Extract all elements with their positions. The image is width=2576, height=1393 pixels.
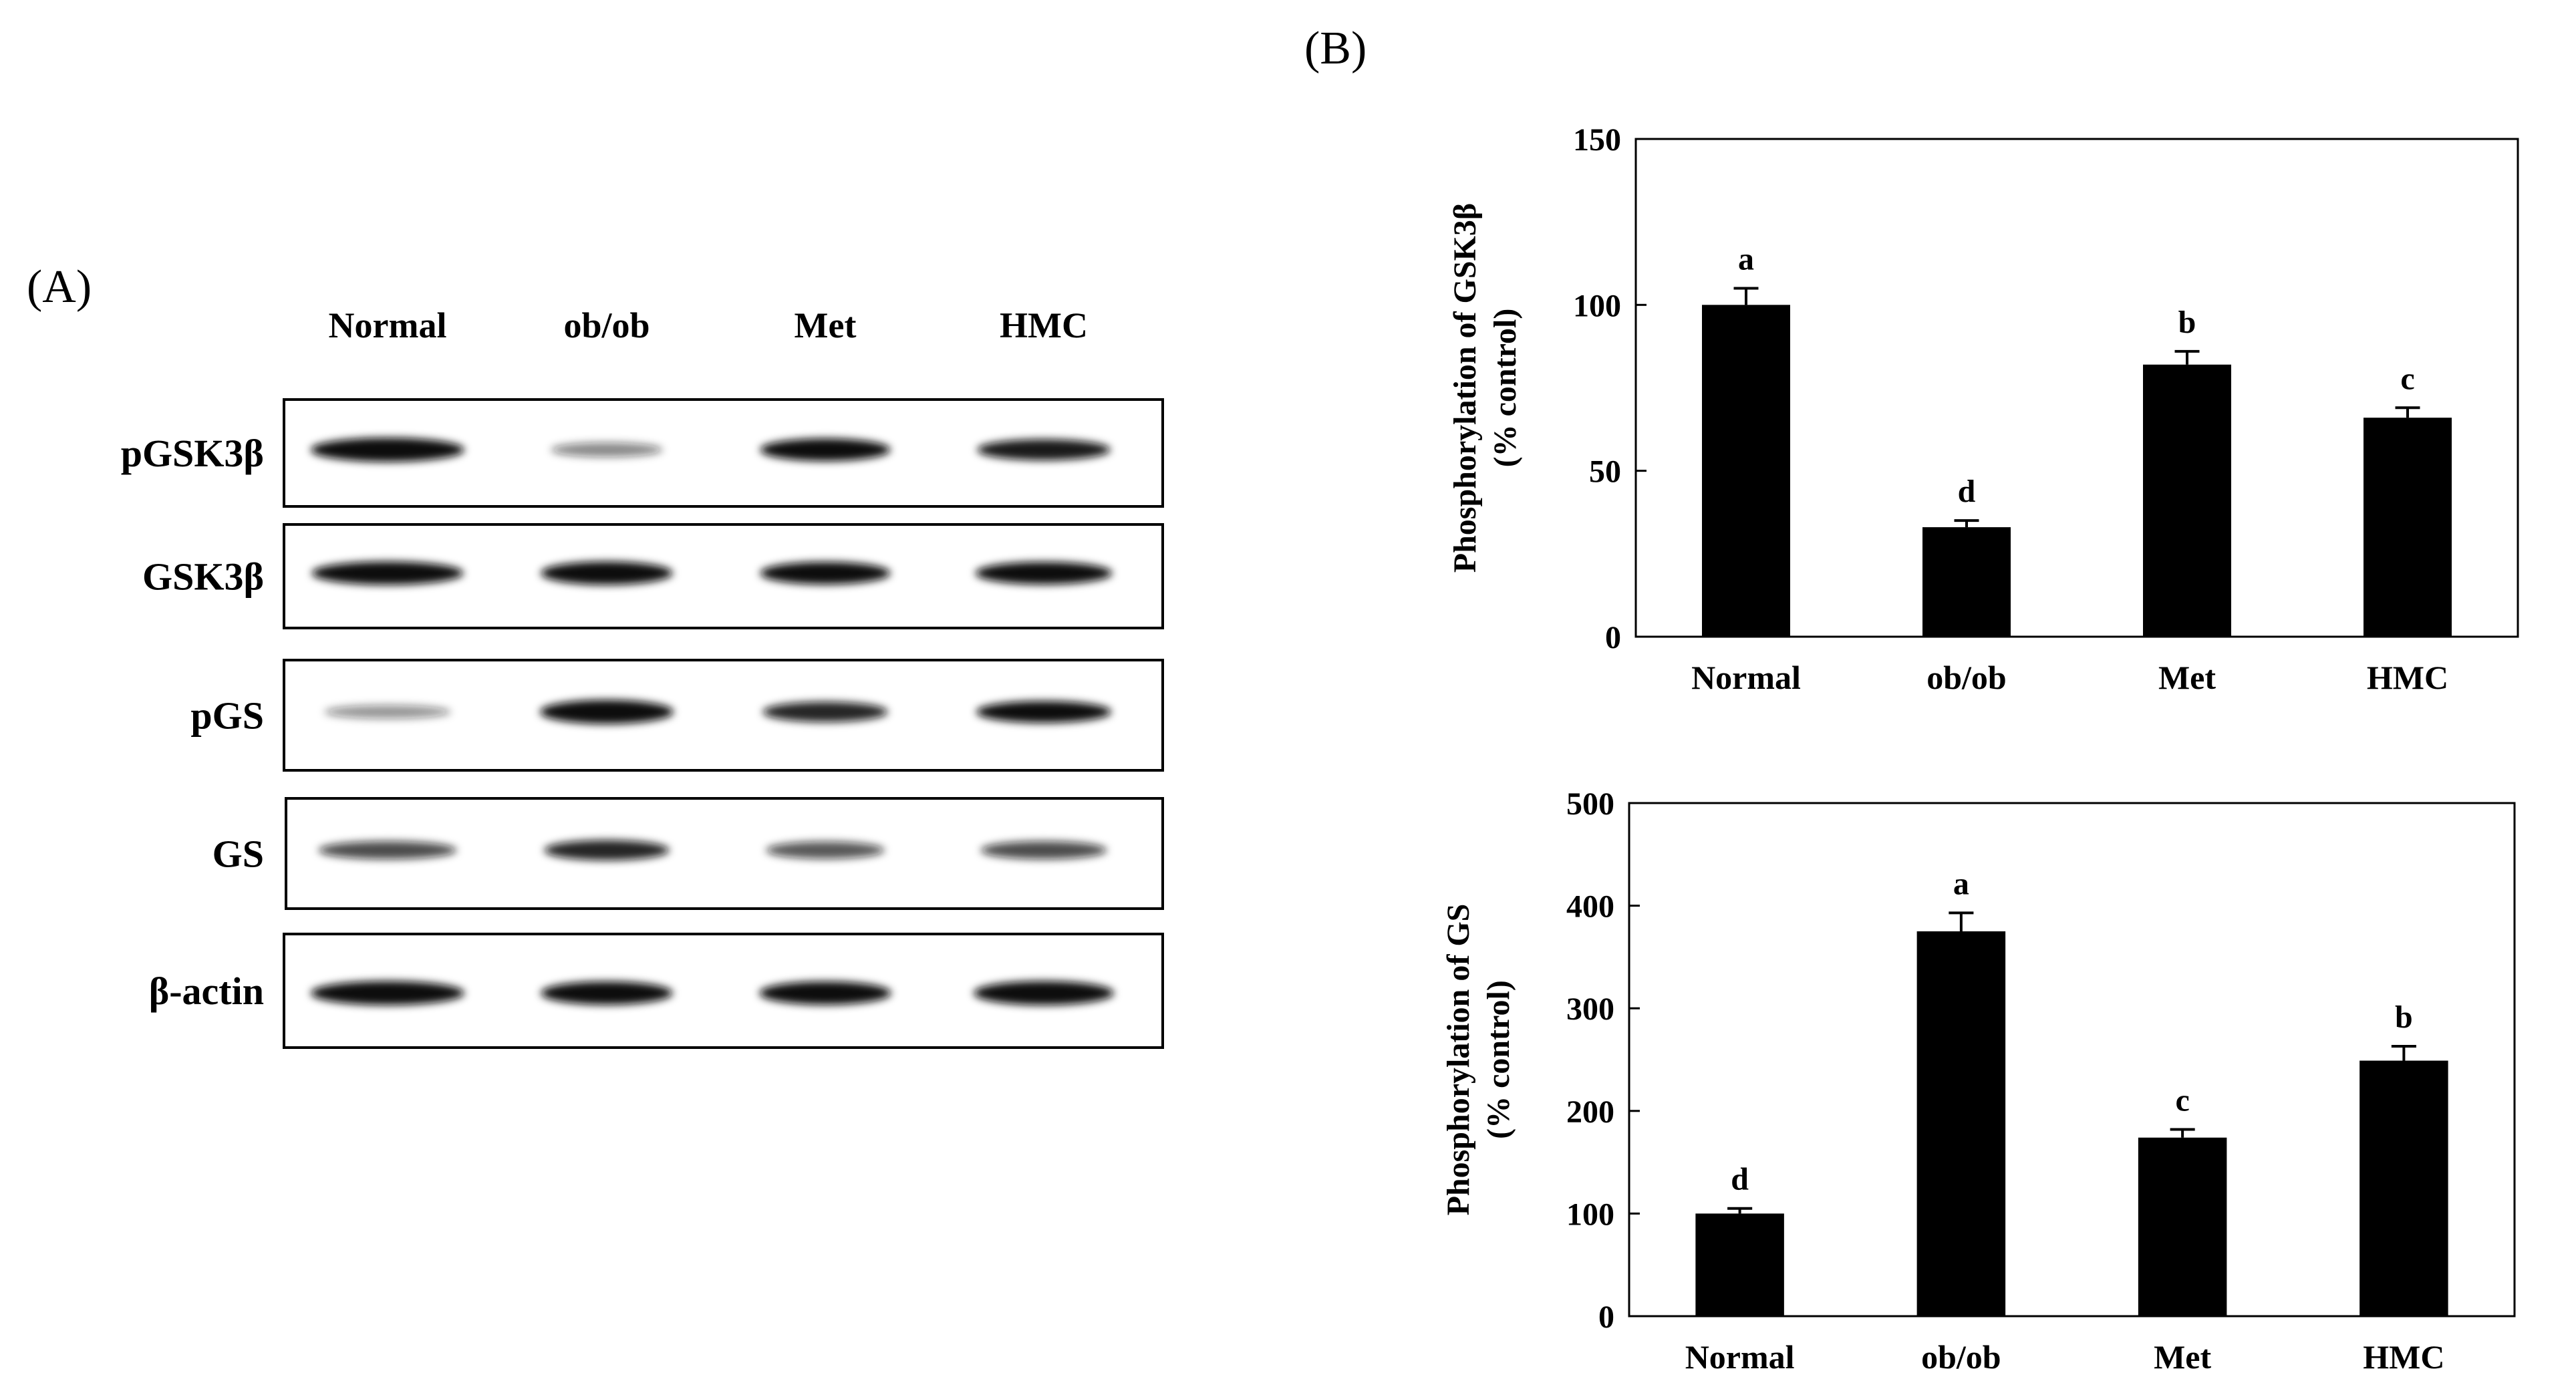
x-tick-label-normal: Normal [1685,1338,1795,1376]
blot-actin: β-actin [149,933,1164,1049]
y-axis-label: Phosphorylation of GSK3β [1447,203,1483,573]
y-tick-label: 0 [1605,620,1621,655]
y-tick-label: 400 [1566,889,1614,925]
y-axis-label-unit: (% control) [1487,309,1523,468]
band [974,981,1114,1005]
blot-gsk3: GSK3β [142,523,1164,629]
x-tick-label-met: Met [2154,1338,2211,1376]
significance-label-met: c [2175,1082,2189,1118]
band [541,981,673,1005]
lane-label-obob: ob/ob [563,305,650,345]
x-tick-label-ob-ob: ob/ob [1926,659,2007,696]
band [762,702,888,722]
lane-labels: Normal ob/ob Met HMC [329,305,1088,345]
significance-label-met: b [2178,305,2196,340]
blot-gs: GS [212,797,1164,910]
band [760,561,891,585]
panel-a-label: (A) [27,261,92,313]
significance-label-hmc: b [2395,999,2413,1035]
plot-frame [1628,802,2516,1318]
bar-hmc [2364,418,2452,637]
y-axis-label-unit: (% control) [1481,980,1516,1139]
band [541,561,673,585]
x-tick-label-hmc: HMC [2367,659,2448,696]
plot-frame [1634,138,2519,638]
chart-gsk3b-phosphorylation: 0 50 100 150 Phosphorylation of GSK3β (% cont… [1447,122,2519,696]
panel-a-western-blot: (A) Normal ob/ob Met HMC pGSK3β GSK3β pGS G… [27,261,1164,1049]
band [318,840,457,860]
bar-hmc [2359,1060,2448,1316]
blot-label: pGS [190,694,264,738]
y-tick-label: 50 [1589,454,1621,490]
y-tick-label: 0 [1598,1299,1614,1335]
bar-ob-ob [1916,931,2006,1316]
band [311,438,464,462]
band [760,438,891,462]
band [975,561,1113,585]
blot-label: GS [212,832,264,876]
blot-pgsk3: pGSK3β [121,398,1164,508]
band [980,840,1107,860]
blot-label: β-actin [149,969,264,1013]
blot-label: GSK3β [142,555,264,599]
lane-label-hmc: HMC [1000,305,1088,345]
y-tick-label: 500 [1566,786,1614,822]
significance-label-normal: a [1738,242,1754,277]
band [551,442,663,458]
y-tick-label: 100 [1573,288,1621,323]
y-tick-label: 300 [1566,991,1614,1027]
bar-normal [1695,1213,1784,1316]
band [311,981,464,1005]
x-tick-label-hmc: HMC [2363,1338,2444,1376]
band [976,701,1112,723]
bar-normal [1702,305,1790,637]
x-tick-label-normal: Normal [1691,659,1801,696]
band [766,841,885,859]
x-tick-label-ob-ob: ob/ob [1921,1338,2001,1376]
significance-label-ob-ob: d [1958,474,1976,509]
chart-gs-phosphorylation: 0 100 200 300 400 500 Phosphorylation of GS (% … [1441,786,2516,1376]
significance-label-hmc: c [2400,361,2414,396]
y-tick-label: 200 [1566,1094,1614,1130]
y-tick-label: 100 [1566,1197,1614,1232]
bar-met [2143,364,2231,637]
blot-strips: pGSK3β GSK3β pGS GS β-actin [121,398,1164,1049]
bar-met [2138,1137,2227,1316]
y-tick-label: 150 [1573,122,1621,158]
lane-label-met: Met [795,305,857,345]
band [311,561,464,585]
lane-label-normal: Normal [329,305,447,345]
significance-label-normal: d [1731,1162,1749,1197]
blot-pgs: pGS [190,659,1164,772]
y-axis-label: Phosphorylation of GS [1441,904,1476,1216]
x-tick-label-met: Met [2158,659,2216,696]
significance-label-ob-ob: a [1953,866,1969,901]
band [544,840,670,861]
panel-b-label: (B) [1304,23,1367,74]
band [540,700,674,724]
bar-ob-ob [1922,527,2011,637]
band [759,981,891,1005]
band [977,439,1111,460]
band [324,705,451,719]
blot-label: pGSK3β [121,432,264,475]
